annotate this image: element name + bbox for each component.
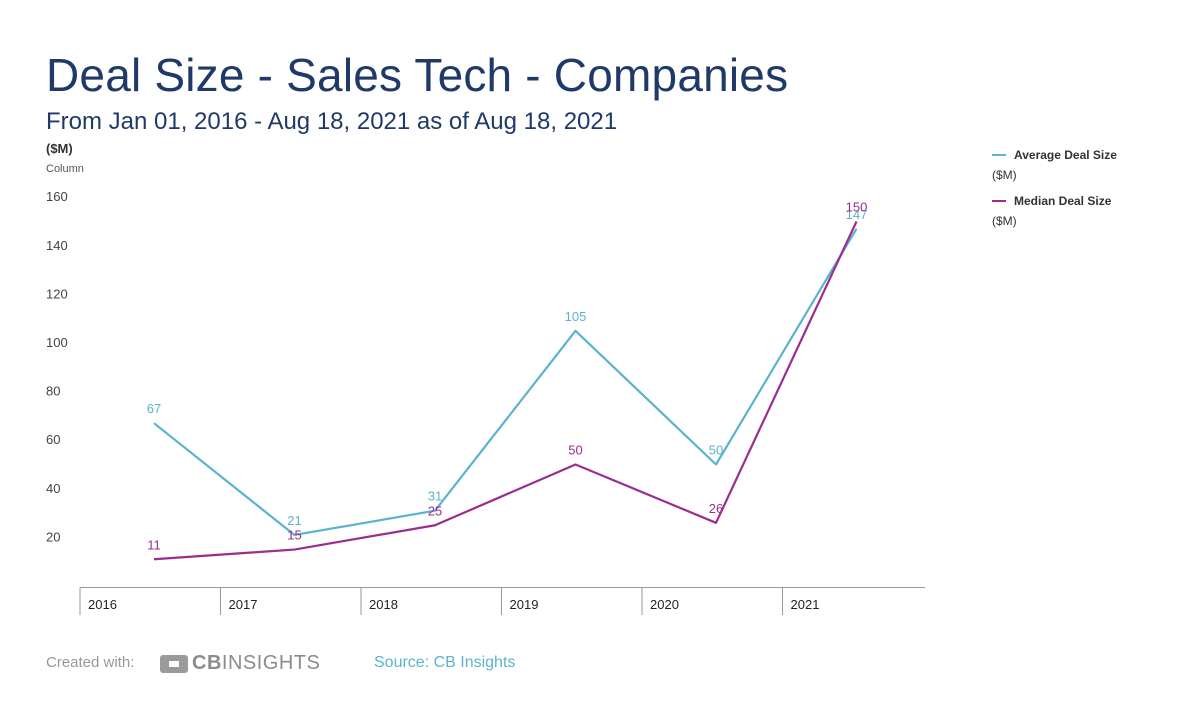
source-link[interactable]: Source: CB Insights	[374, 654, 516, 671]
series-line-median	[153, 221, 858, 561]
x-tick-label-2021: 2021	[791, 597, 820, 612]
cbinsights-logo-icon	[160, 654, 188, 673]
cbinsights-logo[interactable]: CBINSIGHTS	[160, 652, 320, 675]
series-line-average	[153, 228, 858, 537]
x-tick-label-2020: 2020	[650, 597, 679, 612]
chart-title: Deal Size - Sales Tech - Companies	[46, 49, 789, 101]
data-label-median-2018: 25	[428, 503, 442, 518]
legend-swatch-average	[992, 154, 1006, 156]
data-label-median-2021: 150	[846, 200, 868, 215]
y-tick-label-120: 120	[46, 286, 68, 301]
data-label-average-2020: 50	[709, 443, 723, 458]
y-tick-label-160: 160	[46, 189, 68, 204]
legend-unit-average: ($M)	[992, 168, 1017, 182]
x-tick-label-2018: 2018	[369, 597, 398, 612]
x-tick-label-2017: 2017	[229, 597, 258, 612]
y-tick-label-60: 60	[46, 432, 60, 447]
y-axis-unit-label: ($M)	[46, 141, 73, 156]
y-tick-label-140: 140	[46, 238, 68, 253]
x-tick-label-2019: 2019	[510, 597, 539, 612]
data-label-median-2019: 50	[568, 443, 582, 458]
x-tick-label-2016: 2016	[88, 597, 117, 612]
y-tick-label-80: 80	[46, 384, 60, 399]
legend-item-average[interactable]: Average Deal Size ($M)	[992, 148, 1192, 182]
cbinsights-logo-text: CBINSIGHTS	[192, 652, 321, 674]
data-label-average-2019: 105	[565, 309, 587, 324]
data-label-average-2018: 31	[428, 489, 442, 504]
y-tick-label-20: 20	[46, 529, 60, 544]
data-label-average-2021: 147	[846, 207, 868, 222]
y-axis-type-label: Column	[46, 163, 84, 175]
legend-label-median: Median Deal Size	[1014, 194, 1112, 208]
legend-swatch-median	[992, 200, 1006, 202]
data-label-average-2016: 67	[147, 401, 161, 416]
data-label-average-2017: 21	[287, 513, 301, 528]
legend: Average Deal Size ($M) Median Deal Size …	[992, 148, 1192, 240]
y-tick-label-100: 100	[46, 335, 68, 350]
legend-item-median[interactable]: Median Deal Size ($M)	[992, 194, 1192, 228]
data-label-median-2020: 26	[709, 501, 723, 516]
chart-subtitle: From Jan 01, 2016 - Aug 18, 2021 as of A…	[46, 108, 618, 135]
legend-unit-median: ($M)	[992, 214, 1017, 228]
data-label-median-2017: 15	[287, 528, 301, 543]
legend-label-average: Average Deal Size	[1014, 148, 1117, 162]
data-label-median-2016: 11	[147, 537, 161, 552]
y-tick-label-40: 40	[46, 481, 60, 496]
created-with-label: Created with:	[46, 654, 135, 671]
